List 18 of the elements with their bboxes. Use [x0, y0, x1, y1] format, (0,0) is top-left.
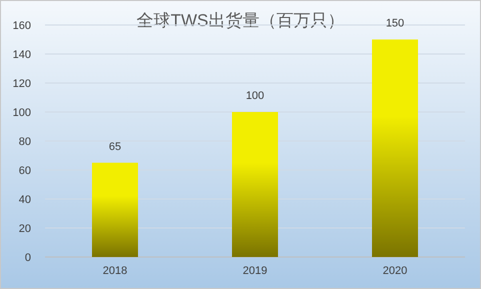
y-tick-label: 140 [12, 49, 31, 61]
y-tick-label: 0 [24, 252, 31, 264]
bar [92, 162, 138, 257]
x-tick-label: 2019 [242, 265, 268, 277]
data-label: 150 [386, 18, 404, 30]
y-tick-label: 60 [18, 165, 31, 177]
y-tick-label: 80 [18, 136, 31, 148]
data-label: 65 [108, 140, 122, 153]
x-tick-label: 2020 [382, 265, 408, 277]
y-tick-label: 40 [18, 194, 31, 206]
y-tick-label: 100 [12, 107, 31, 119]
data-label: 100 [246, 90, 264, 102]
y-tick-label: 160 [12, 20, 31, 32]
bar [232, 112, 278, 257]
y-tick-label: 120 [12, 78, 31, 90]
y-tick-label: 20 [18, 223, 31, 235]
x-tick-label: 2018 [102, 265, 128, 277]
bar [372, 40, 418, 257]
